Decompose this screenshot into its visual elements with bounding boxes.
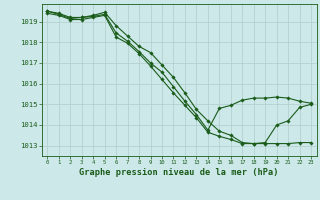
X-axis label: Graphe pression niveau de la mer (hPa): Graphe pression niveau de la mer (hPa) — [79, 168, 279, 177]
